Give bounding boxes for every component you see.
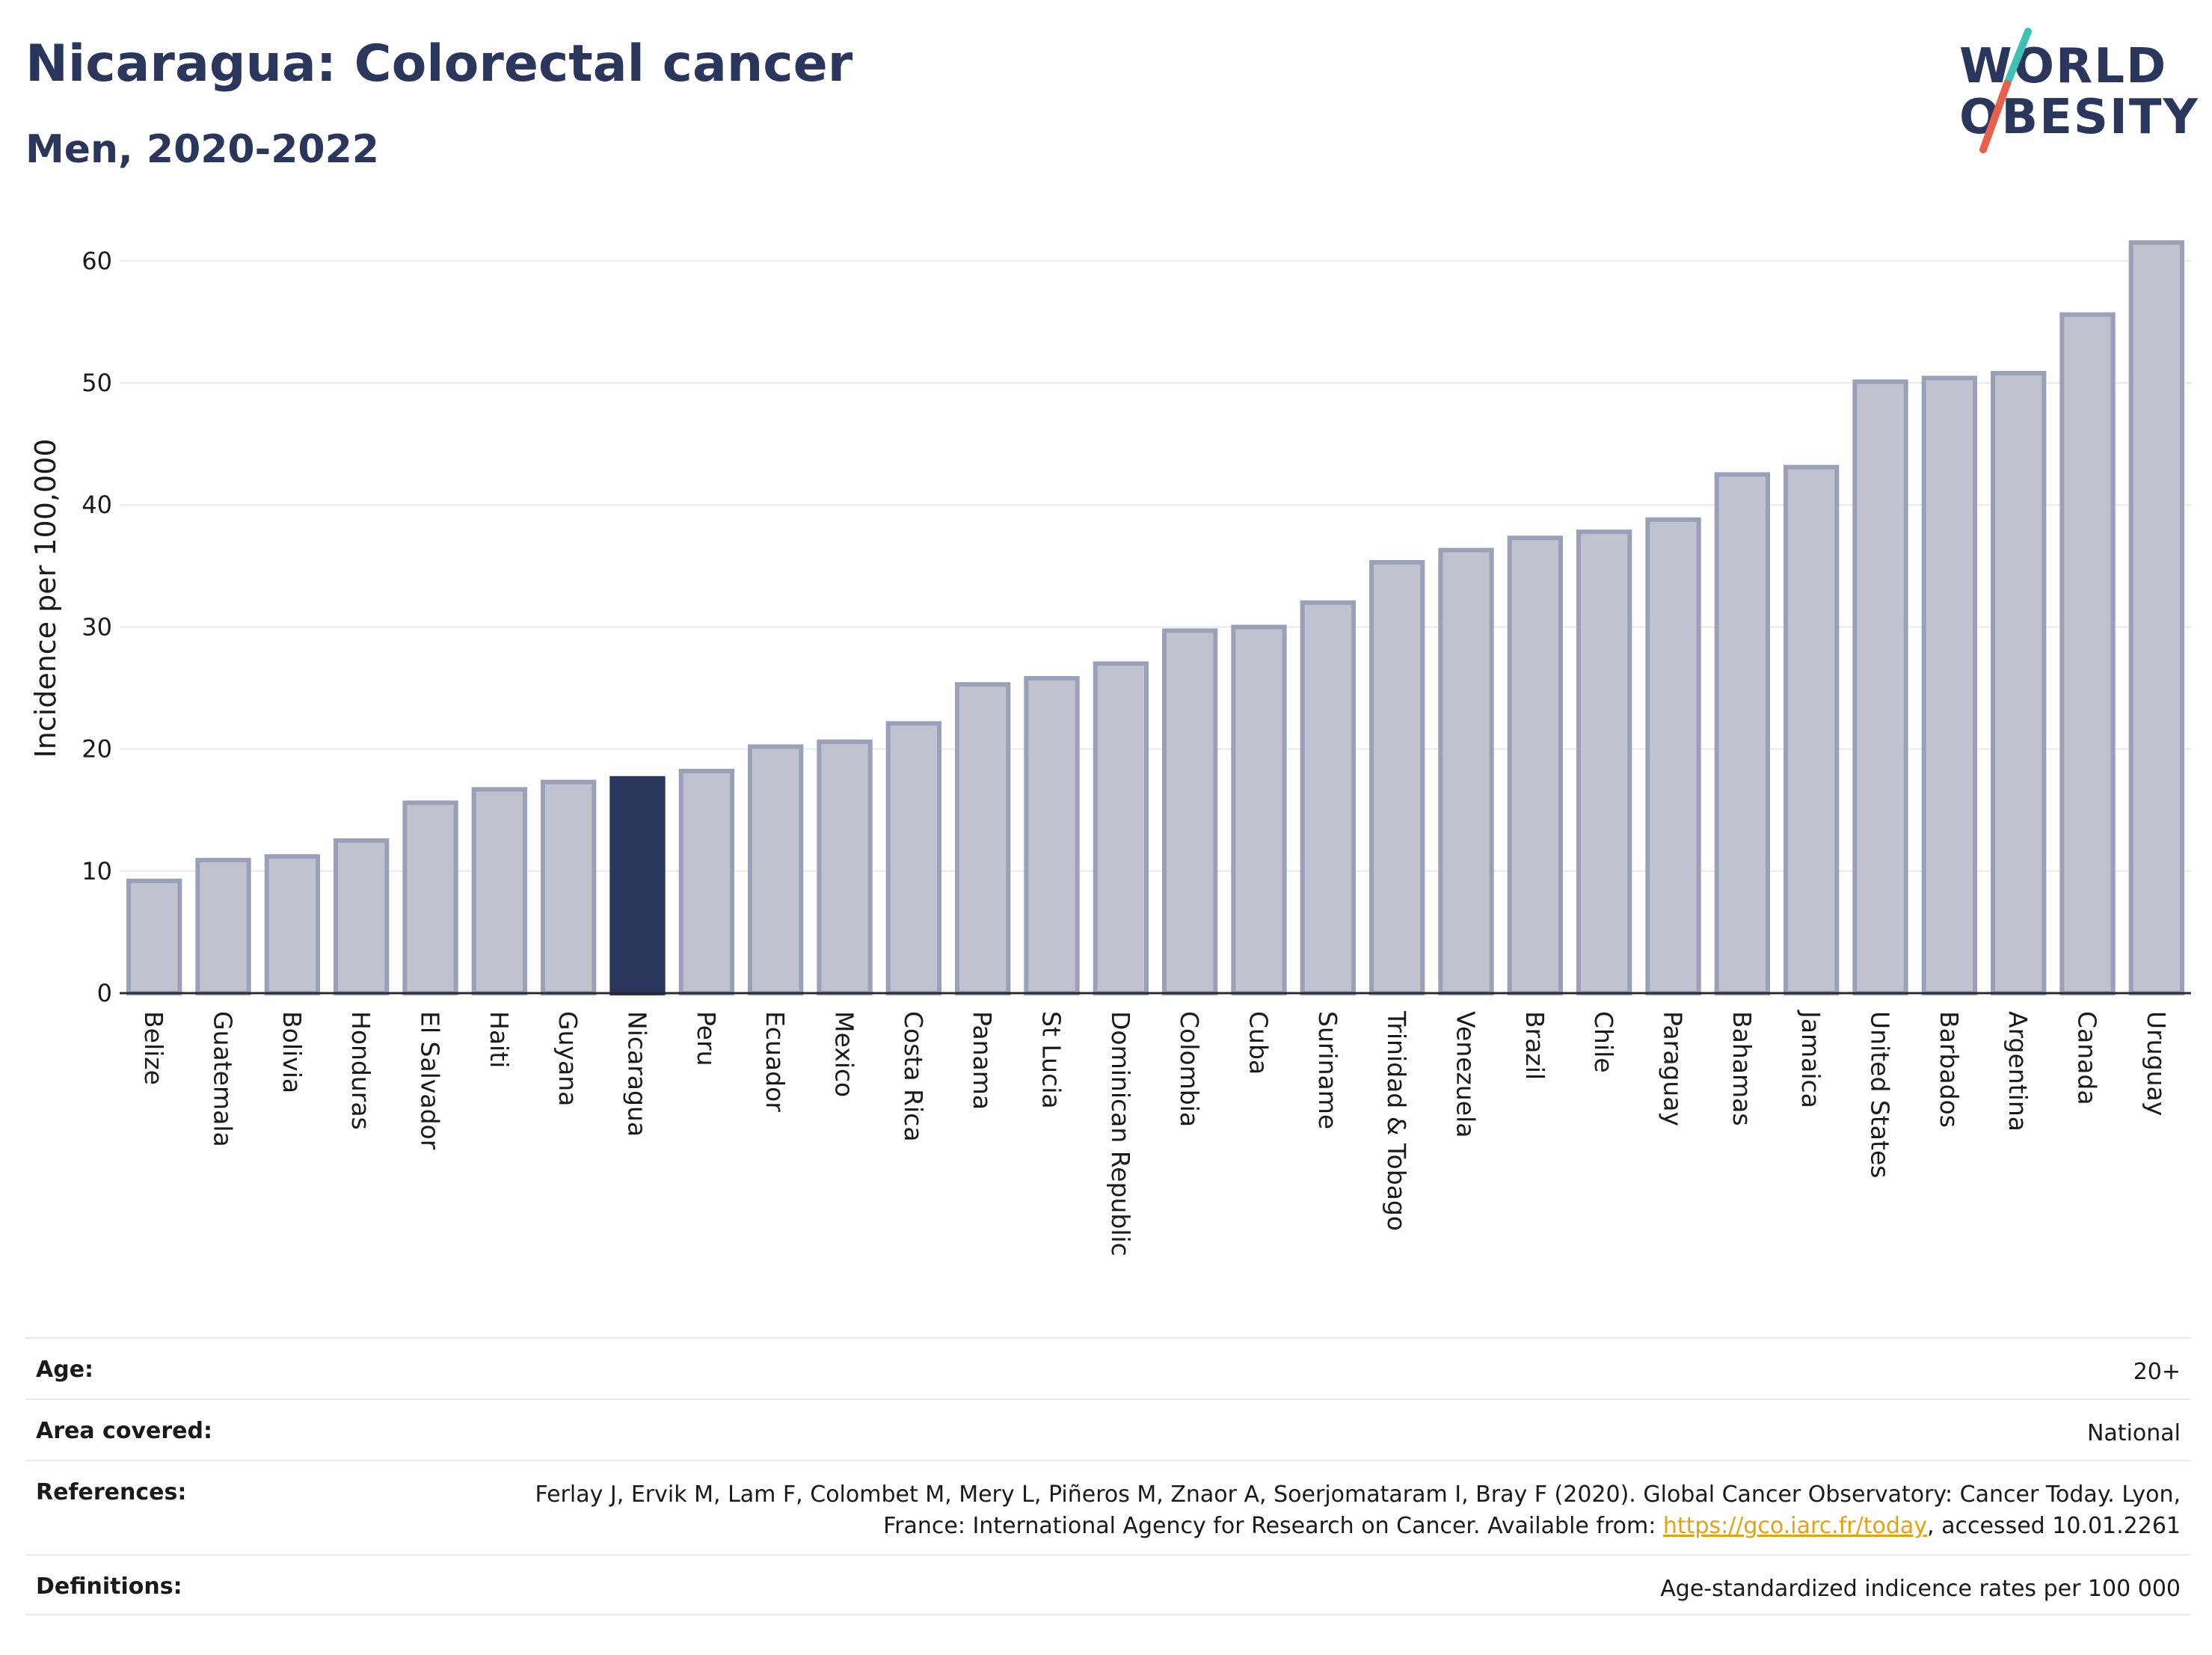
world-obesity-logo: WORLD OBESITY [1944,22,2199,165]
bar [955,682,1011,995]
bar [1093,661,1149,995]
x-tick-label: Guyana [553,1011,583,1106]
y-tick-label: 40 [82,491,112,519]
x-tick-label: Bolivia [277,1011,307,1093]
bar [748,744,804,995]
info-row-area: Area covered: National [25,1398,2191,1460]
x-tick-label: Colombia [1175,1011,1204,1127]
bar [402,800,458,995]
chart-title: Nicaragua: Colorectal cancer [25,34,853,93]
references-link[interactable]: https://gco.iarc.fr/today [1662,1513,1928,1539]
y-tick-label: 20 [82,735,112,764]
x-tick-label: United States [1866,1011,1895,1178]
bar [1921,375,1977,995]
bar [1991,370,2047,996]
x-tick-label: Ecuador [761,1011,790,1112]
bar [1576,529,1632,995]
x-tick-label: Panama [968,1011,997,1110]
x-tick-label: Cuba [1244,1011,1274,1075]
x-tick-label: Nicaragua [623,1011,652,1137]
bar [1024,675,1080,995]
bar [1300,600,1356,995]
bar [334,838,390,995]
y-tick-label: 50 [82,369,112,397]
bar [678,768,734,995]
bar [195,858,251,996]
x-tick-label: Brazil [1520,1011,1549,1080]
definitions-label: Definitions: [36,1573,182,1600]
x-tick-label: Barbados [1935,1011,1964,1128]
x-tick-label: Jamaica [1796,1010,1825,1108]
bar [264,854,320,995]
info-row-age: Age: 20+ [25,1337,2191,1398]
bar [1438,547,1494,995]
bar [2128,240,2184,995]
x-tick-label: Belize [139,1011,168,1085]
y-tick-label: 0 [97,979,112,1007]
bar [126,878,182,995]
x-tick-label: Peru [692,1011,721,1066]
logo-slash-icon [1979,28,2032,153]
age-label: Age: [36,1357,94,1383]
bar-chart: 0 10 20 30 40 50 60 Incidence per 100,000 Belize… [29,240,2191,1256]
x-tick-label: Honduras [346,1011,375,1130]
info-table: Age: 20+ Area covered: National Referenc… [25,1337,2191,1615]
x-tick-label: Bahamas [1727,1011,1757,1126]
x-tick-label: Trinidad & Tobago [1382,1010,1411,1231]
x-tick-label: Uruguay [2142,1011,2171,1116]
bar [471,787,527,996]
references-text-1: Ferlay J, Ervik M, Lam F, Colombet M, Me… [535,1481,2181,1539]
age-value: 20+ [2133,1359,2181,1385]
x-tick-label: Dominican Republic [1106,1011,1135,1256]
x-tick-label: El Salvador [416,1011,445,1150]
bar [885,721,941,995]
info-row-definitions: Definitions: Age-standardized indicence … [25,1554,2191,1615]
x-tick-label: Argentina [2003,1011,2033,1132]
x-tick-label: Canada [2073,1011,2102,1105]
references-label: References: [36,1479,187,1505]
y-axis-label: Incidence per 100,000 [29,438,62,758]
x-tick-label: St Lucia [1037,1011,1066,1109]
info-row-references: References: Ferlay J, Ervik M, Lam F, Co… [25,1460,2191,1554]
x-tick-label: Guatemala [209,1011,238,1147]
x-tick-label: Haiti [485,1011,514,1068]
y-tick-label: 10 [82,857,112,885]
bar [1714,472,1770,995]
bar [817,739,873,995]
bar [1852,379,1908,996]
bar [2059,312,2116,996]
x-tick-label: Costa Rica [899,1011,928,1142]
bar [1162,628,1218,996]
y-tick-label: 30 [82,612,112,641]
logo-line1: WORLD [1959,39,2168,94]
x-tick-label: Chile [1589,1011,1618,1073]
references-text-2: , accessed 10.01.2261 [1927,1513,2181,1539]
x-tick-label: Suriname [1313,1011,1342,1129]
references-value: Ferlay J, Ervik M, Lam F, Colombet M, Me… [461,1479,2181,1542]
bar [609,776,666,995]
x-tick-label: Paraguay [1659,1011,1688,1126]
bar [1645,517,1701,995]
area-value: National [2086,1420,2181,1446]
x-tick-label: Venezuela [1451,1011,1481,1137]
bar [1231,624,1287,996]
definitions-value: Age-standardized indicence rates per 100… [1660,1576,2181,1602]
y-tick-label: 60 [82,247,112,275]
bar [541,779,597,995]
bar [1507,535,1563,995]
bar [1784,464,1840,995]
area-label: Area covered: [36,1418,212,1444]
bar [1369,559,1425,995]
x-tick-label: Mexico [830,1011,859,1097]
chart-subtitle: Men, 2020-2022 [25,127,379,172]
